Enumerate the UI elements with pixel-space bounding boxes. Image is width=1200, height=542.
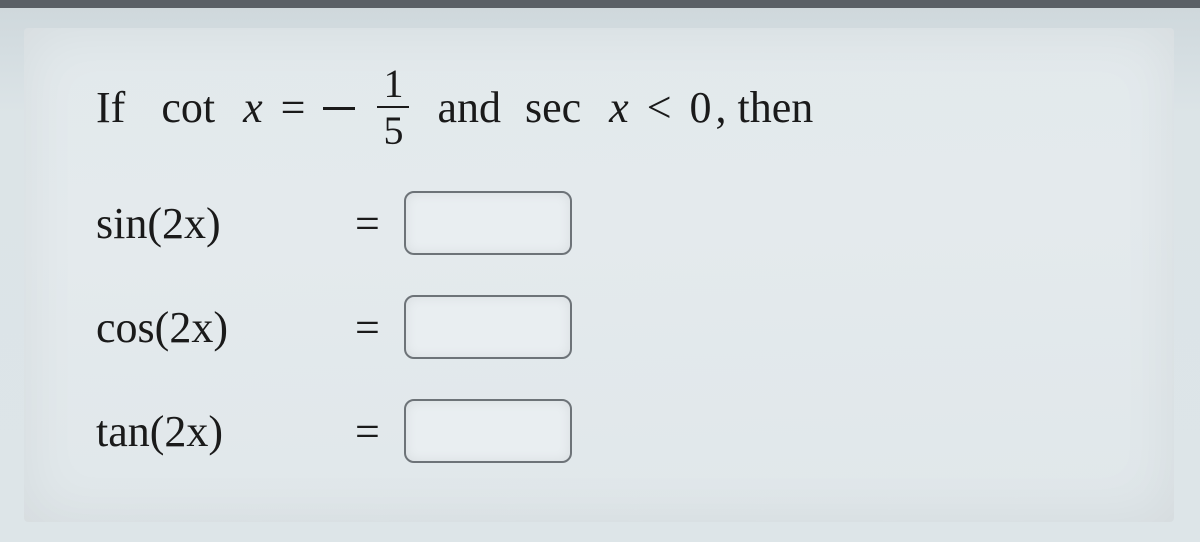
sin2x-lhs: sin(2x) [96, 198, 331, 249]
question-panel: If cot x = 1 5 and sec x < 0 , then [24, 28, 1174, 522]
if-text: If [96, 82, 125, 133]
equals-sign-1: = [281, 82, 306, 133]
fraction-one-fifth: 1 5 [377, 64, 409, 151]
equals-sign-cos: = [355, 302, 380, 353]
tan-label: tan [96, 406, 150, 457]
cot-label: cot [161, 83, 215, 132]
then-text: , then [716, 82, 814, 133]
fraction-numerator: 1 [377, 64, 409, 106]
sec-label: sec [525, 83, 581, 132]
sec-variable: x [609, 83, 629, 132]
cos-row: cos(2x) = [96, 284, 1174, 370]
zero-text: 0 [690, 82, 712, 133]
tan2x-lhs: tan(2x) [96, 406, 331, 457]
fraction-denominator: 5 [377, 108, 409, 151]
sec-expression: sec x [525, 82, 629, 133]
cot-expression: cot x [161, 82, 262, 133]
sin-arg: (2x) [147, 198, 220, 249]
tan2x-input[interactable] [404, 399, 572, 463]
equals-sign-tan: = [355, 406, 380, 457]
given-condition-line: If cot x = 1 5 and sec x < 0 , then [96, 62, 1174, 152]
cos-label: cos [96, 302, 155, 353]
sin-row: sin(2x) = [96, 180, 1174, 266]
and-text: and [437, 82, 501, 133]
tan-arg: (2x) [150, 406, 223, 457]
tan-row: tan(2x) = [96, 388, 1174, 474]
cos-arg: (2x) [155, 302, 228, 353]
equals-sign-sin: = [355, 198, 380, 249]
cos2x-input[interactable] [404, 295, 572, 359]
screenshot-outer: If cot x = 1 5 and sec x < 0 , then [0, 0, 1200, 542]
less-than-sign: < [647, 82, 672, 133]
cot-variable: x [243, 83, 263, 132]
sin2x-input[interactable] [404, 191, 572, 255]
minus-sign [323, 107, 355, 110]
cos2x-lhs: cos(2x) [96, 302, 331, 353]
sin-label: sin [96, 198, 147, 249]
